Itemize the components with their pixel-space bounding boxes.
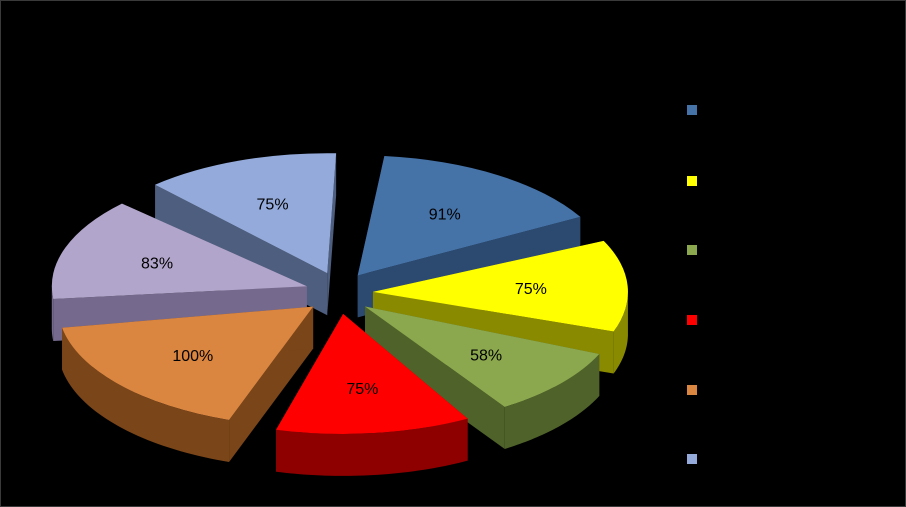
slice-wall [365, 306, 505, 449]
data-label: 75% [257, 196, 289, 213]
data-label: 83% [141, 255, 173, 272]
data-label: 75% [346, 381, 378, 398]
data-label: 100% [172, 348, 213, 365]
slice-rim [51, 286, 54, 342]
legend-swatch [687, 105, 697, 115]
slice-top [276, 313, 468, 434]
legend-swatch [687, 454, 697, 464]
slice-top [365, 306, 600, 407]
pie-slice [276, 313, 468, 476]
legend [687, 105, 887, 475]
legend-swatch [687, 385, 697, 395]
slice-top [51, 203, 307, 300]
legend-swatch [687, 245, 697, 255]
slice-rim [62, 327, 230, 462]
slice-wall [327, 153, 337, 316]
legend-swatch [687, 176, 697, 186]
slice-rim [504, 354, 600, 449]
data-label: 75% [515, 281, 547, 298]
pie-slice [62, 306, 314, 462]
slice-rim [276, 418, 468, 476]
slice-top [372, 240, 628, 332]
data-label: 91% [429, 206, 461, 223]
slice-top [62, 306, 314, 420]
slice-top [155, 153, 337, 274]
pie-slice [365, 306, 600, 449]
legend-swatch [687, 315, 697, 325]
slice-top [357, 156, 581, 276]
data-label: 58% [470, 347, 502, 364]
slice-rim [613, 290, 628, 374]
